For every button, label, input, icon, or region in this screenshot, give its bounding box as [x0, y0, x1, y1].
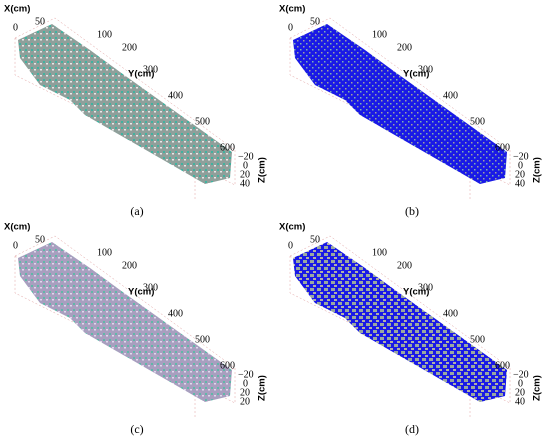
- x-axis-label: X(cm): [4, 4, 30, 15]
- x-tick-label: 50: [310, 234, 320, 245]
- z-tick-label: 40: [515, 178, 525, 189]
- x-tick-label: 0: [13, 22, 18, 33]
- panel: X(cm)050100200300400500600Y(cm)−2002040Z…: [279, 222, 543, 436]
- y-tick-label: 400: [443, 90, 458, 101]
- y-tick-label: 600: [495, 360, 510, 371]
- z-tick-label: 0: [243, 378, 248, 389]
- z-tick-label: 0: [518, 160, 523, 171]
- y-tick-label: 100: [97, 247, 112, 258]
- z-tick-label: −20: [238, 369, 254, 380]
- y-axis-label: Y(cm): [128, 69, 154, 80]
- x-tick-label: 50: [35, 234, 45, 245]
- point-cloud-surface: [293, 24, 507, 184]
- x-tick-label: 0: [13, 240, 18, 251]
- y-tick-label: 500: [470, 334, 485, 345]
- z-tick-label: 0: [243, 160, 248, 171]
- y-tick-label: 500: [195, 334, 210, 345]
- y-tick-label: 200: [397, 42, 412, 53]
- z-tick-label: 0: [518, 378, 523, 389]
- x-axis-label: X(cm): [279, 4, 305, 15]
- z-tick-label: 40: [240, 178, 250, 189]
- z-tick-label: −20: [513, 369, 529, 380]
- y-tick-label: 100: [97, 29, 112, 40]
- y-tick-label: 400: [168, 90, 183, 101]
- y-tick-label: 200: [122, 260, 137, 271]
- y-tick-label: 100: [372, 29, 387, 40]
- y-tick-label: 300: [418, 282, 433, 293]
- z-tick-label: 20: [240, 169, 250, 180]
- y-tick-label: 500: [195, 116, 210, 127]
- z-tick-label: 40: [515, 396, 525, 407]
- z-tick-label: −20: [513, 151, 529, 162]
- y-axis-label: Y(cm): [403, 69, 429, 80]
- x-tick-label: 0: [288, 240, 293, 251]
- y-tick-label: 400: [443, 308, 458, 319]
- panel: X(cm)050100200300400500600Y(cm)−2002020Z…: [4, 222, 268, 436]
- x-axis-label: X(cm): [4, 222, 30, 233]
- x-tick-label: 50: [310, 16, 320, 27]
- x-tick-label: 50: [35, 16, 45, 27]
- y-tick-label: 200: [122, 42, 137, 53]
- z-axis-label: Z(cm): [257, 375, 268, 401]
- point-cloud-surface: [293, 242, 507, 402]
- point-cloud-surface: [18, 242, 232, 402]
- z-axis-label: Z(cm): [532, 157, 543, 183]
- z-tick-label: 20: [515, 169, 525, 180]
- z-tick-label: 20: [240, 396, 250, 407]
- z-tick-label: 20: [240, 387, 250, 398]
- y-axis-label: Y(cm): [128, 287, 154, 298]
- panel-caption: (a): [130, 204, 143, 218]
- z-axis-label: Z(cm): [532, 375, 543, 401]
- x-axis-label: X(cm): [279, 222, 305, 233]
- y-tick-label: 600: [220, 142, 235, 153]
- panel-caption: (c): [130, 422, 143, 436]
- y-axis-label: Y(cm): [403, 287, 429, 298]
- panel: X(cm)050100200300400500600Y(cm)−2002040Z…: [4, 4, 268, 218]
- panel: X(cm)050100200300400500600Y(cm)−2002040Z…: [279, 4, 543, 218]
- y-tick-label: 100: [372, 247, 387, 258]
- y-tick-label: 400: [168, 308, 183, 319]
- x-tick-label: 0: [288, 22, 293, 33]
- panel-caption: (b): [405, 204, 419, 218]
- y-tick-label: 300: [418, 64, 433, 75]
- y-tick-label: 300: [143, 282, 158, 293]
- y-tick-label: 300: [143, 64, 158, 75]
- z-tick-label: −20: [238, 151, 254, 162]
- panel-caption: (d): [405, 422, 419, 436]
- y-tick-label: 500: [470, 116, 485, 127]
- y-tick-label: 600: [495, 142, 510, 153]
- y-tick-label: 200: [397, 260, 412, 271]
- z-tick-label: 20: [515, 387, 525, 398]
- y-tick-label: 600: [220, 360, 235, 371]
- point-cloud-surface: [18, 24, 232, 184]
- z-axis-label: Z(cm): [257, 157, 268, 183]
